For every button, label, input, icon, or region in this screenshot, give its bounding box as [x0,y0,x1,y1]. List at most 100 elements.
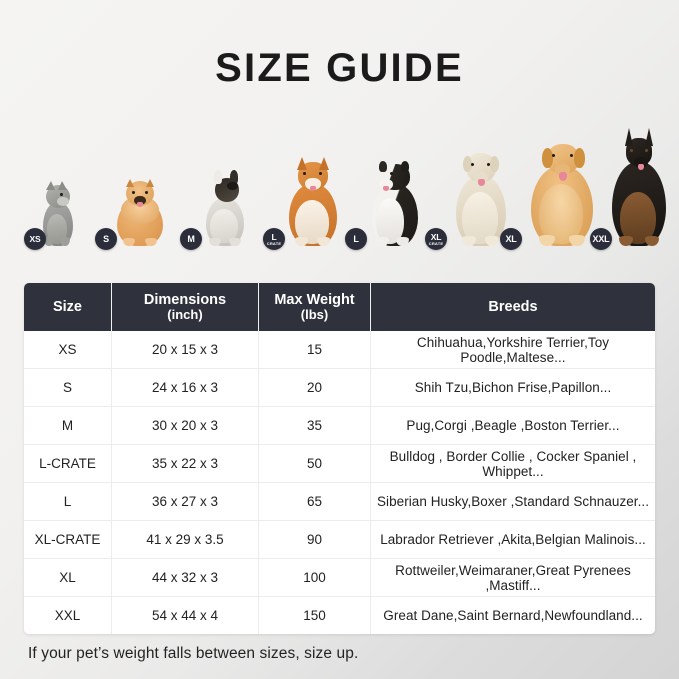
animal-gray-cat [35,170,79,246]
table-row: L 36 x 27 x 3 65 Siberian Husky,Boxer ,S… [24,482,655,520]
golden-chest [538,184,583,244]
size-badge-m: M [180,228,202,250]
size-badge-xl-crate: XL CRATE [425,228,447,250]
lineup-slot-xs: XS [24,166,90,254]
pom-ear-right [145,179,154,187]
table-row: M 30 x 20 x 3 35 Pug,Corgi ,Beagle ,Bost… [24,406,655,444]
cell-max-weight: 100 [259,558,371,596]
shiba-tongue [310,186,317,191]
animal-french-bulldog [199,154,251,246]
dobie-tongue [638,164,645,170]
cell-size: M [24,406,112,444]
cell-max-weight: 65 [259,482,371,520]
golden-tongue [558,172,567,181]
pom-paw-right [144,238,157,246]
lab-eye-right [486,163,490,166]
badge-label: XXL [592,233,610,244]
animal-border-collie [364,136,426,246]
lineup-slot-m: M [180,152,258,254]
shiba-paw-left [295,237,309,246]
cell-breeds: Bulldog , Border Collie , Cocker Spaniel… [371,444,655,482]
cell-max-weight: 15 [259,331,371,368]
cat-eye [60,193,63,196]
dobie-paw-right [645,236,660,246]
dobie-eye-left [630,149,634,152]
cell-size: L-CRATE [24,444,112,482]
column-header-size-label: Size [52,298,82,315]
cell-breeds: Rottweiler,Weimaraner,Great Pyrenees ,Ma… [371,558,655,596]
shiba-muzzle [305,178,322,190]
badge-sublabel: CRATE [428,240,444,246]
animal-golden-retriever [523,120,603,246]
cell-size: XS [24,331,112,368]
shiba-ear-left [297,157,308,170]
table-row: L-CRATE 35 x 22 x 3 50 Bulldog , Border … [24,444,655,482]
collie-ear-left [379,161,388,172]
cell-breeds: Shih Tzu,Bichon Frise,Papillon... [371,368,655,406]
pom-eye-right [144,191,148,194]
dobie-chest [620,192,657,244]
lineup-slot-xl-crate: XL CRATE [425,126,521,254]
lab-paw-left [461,236,476,246]
page-title: SIZE GUIDE [215,46,464,90]
shiba-chest [295,200,330,244]
table-row: XXL 54 x 44 x 4 150 Great Dane,Saint Ber… [24,596,655,634]
footnote: If your pet’s weight falls between sizes… [28,645,359,662]
column-header-max-weight-label: Max Weight [274,291,355,308]
dobie-eye-right [645,149,649,152]
cell-dimensions: 24 x 16 x 3 [112,368,259,406]
column-header-dimensions-label: Dimensions [143,291,227,308]
column-header-size: Size [24,283,112,331]
badge-label: XL [505,233,517,244]
cell-max-weight: 20 [259,368,371,406]
pom-muzzle [133,196,146,205]
badge-label: XS [29,233,41,244]
size-badge-l: L [345,228,367,250]
lab-ear-right [489,156,499,172]
cell-size: XXL [24,596,112,634]
cell-max-weight: 50 [259,444,371,482]
table-row: S 24 x 16 x 3 20 Shih Tzu,Bichon Frise,P… [24,368,655,406]
lab-ear-left [462,156,472,172]
cell-max-weight: 35 [259,406,371,444]
cell-size: L [24,482,112,520]
pom-tongue [136,202,143,207]
cell-size: XL-CRATE [24,520,112,558]
pom-eye-left [131,191,135,194]
table-row: XL 44 x 32 x 3 100 Rottweiler,Weimaraner… [24,558,655,596]
frenchie-paw-left [209,238,222,246]
column-header-breeds: Breeds [371,283,655,331]
size-table: Size Dimensions (inch) Max Weight (lbs) … [24,283,655,634]
table-header-row: Size Dimensions (inch) Max Weight (lbs) … [24,283,655,331]
column-header-dimensions: Dimensions (inch) [112,283,259,331]
table-body: XS 20 x 15 x 3 15 Chihuahua,Yorkshire Te… [24,331,655,634]
shiba-eye-right [319,172,323,175]
golden-paw-left [538,235,555,246]
cat-paw-right [60,237,70,246]
lineup-slot-xxl: XXL [590,112,679,254]
animal-lineup: XS S [0,118,679,254]
dobie-ear-left [625,128,634,146]
lab-chest [461,192,498,244]
animal-labrador-retriever [447,128,515,246]
lineup-slot-l: L [345,134,433,254]
animal-pomeranian [111,166,169,246]
cell-breeds: Siberian Husky,Boxer ,Standard Schnauzer… [371,482,655,520]
cell-breeds: Labrador Retriever ,Akita,Belgian Malino… [371,520,655,558]
cell-size: XL [24,558,112,596]
cell-dimensions: 36 x 27 x 3 [112,482,259,520]
golden-eye-right [569,154,573,157]
cat-muzzle [57,197,69,206]
cell-max-weight: 90 [259,520,371,558]
frenchie-paw-right [229,238,242,246]
frenchie-ear-right [230,170,239,184]
column-header-max-weight-unit: (lbs) [300,306,329,322]
lineup-slot-l-crate: L CRATE [263,132,351,254]
shiba-ear-right [319,157,330,170]
cat-paw-left [44,237,54,246]
size-badge-xl: XL [500,228,522,250]
cell-dimensions: 30 x 20 x 3 [112,406,259,444]
pom-ear-left [125,179,134,187]
cell-breeds: Chihuahua,Yorkshire Terrier,Toy Poodle,M… [371,331,655,368]
